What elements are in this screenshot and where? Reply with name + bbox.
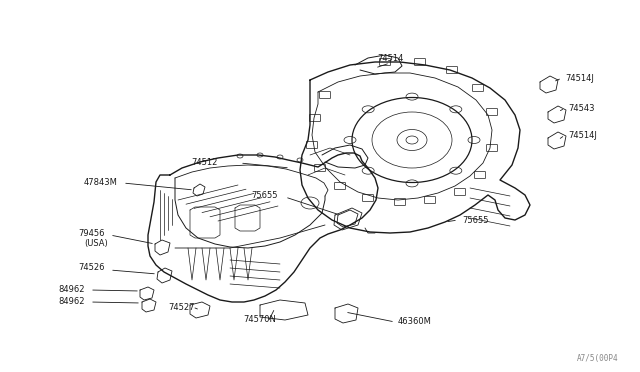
Text: 74543: 74543 — [568, 103, 595, 112]
Text: A7/5(00P4: A7/5(00P4 — [577, 353, 619, 362]
Text: 84962: 84962 — [58, 285, 85, 295]
Text: 79456: 79456 — [79, 228, 105, 237]
Text: 74570N: 74570N — [244, 315, 276, 324]
Text: 74514J: 74514J — [568, 131, 597, 140]
Text: 47843M: 47843M — [84, 177, 118, 186]
Text: (USA): (USA) — [84, 238, 108, 247]
Text: 74514J: 74514J — [565, 74, 594, 83]
Text: 74526: 74526 — [79, 263, 105, 273]
Text: 75655: 75655 — [462, 215, 488, 224]
Text: 74527: 74527 — [169, 304, 195, 312]
Text: 74512: 74512 — [191, 157, 218, 167]
Text: 75655: 75655 — [252, 190, 278, 199]
Text: 84962: 84962 — [58, 298, 85, 307]
Text: 46360M: 46360M — [398, 317, 432, 327]
Text: 74514: 74514 — [377, 54, 403, 62]
